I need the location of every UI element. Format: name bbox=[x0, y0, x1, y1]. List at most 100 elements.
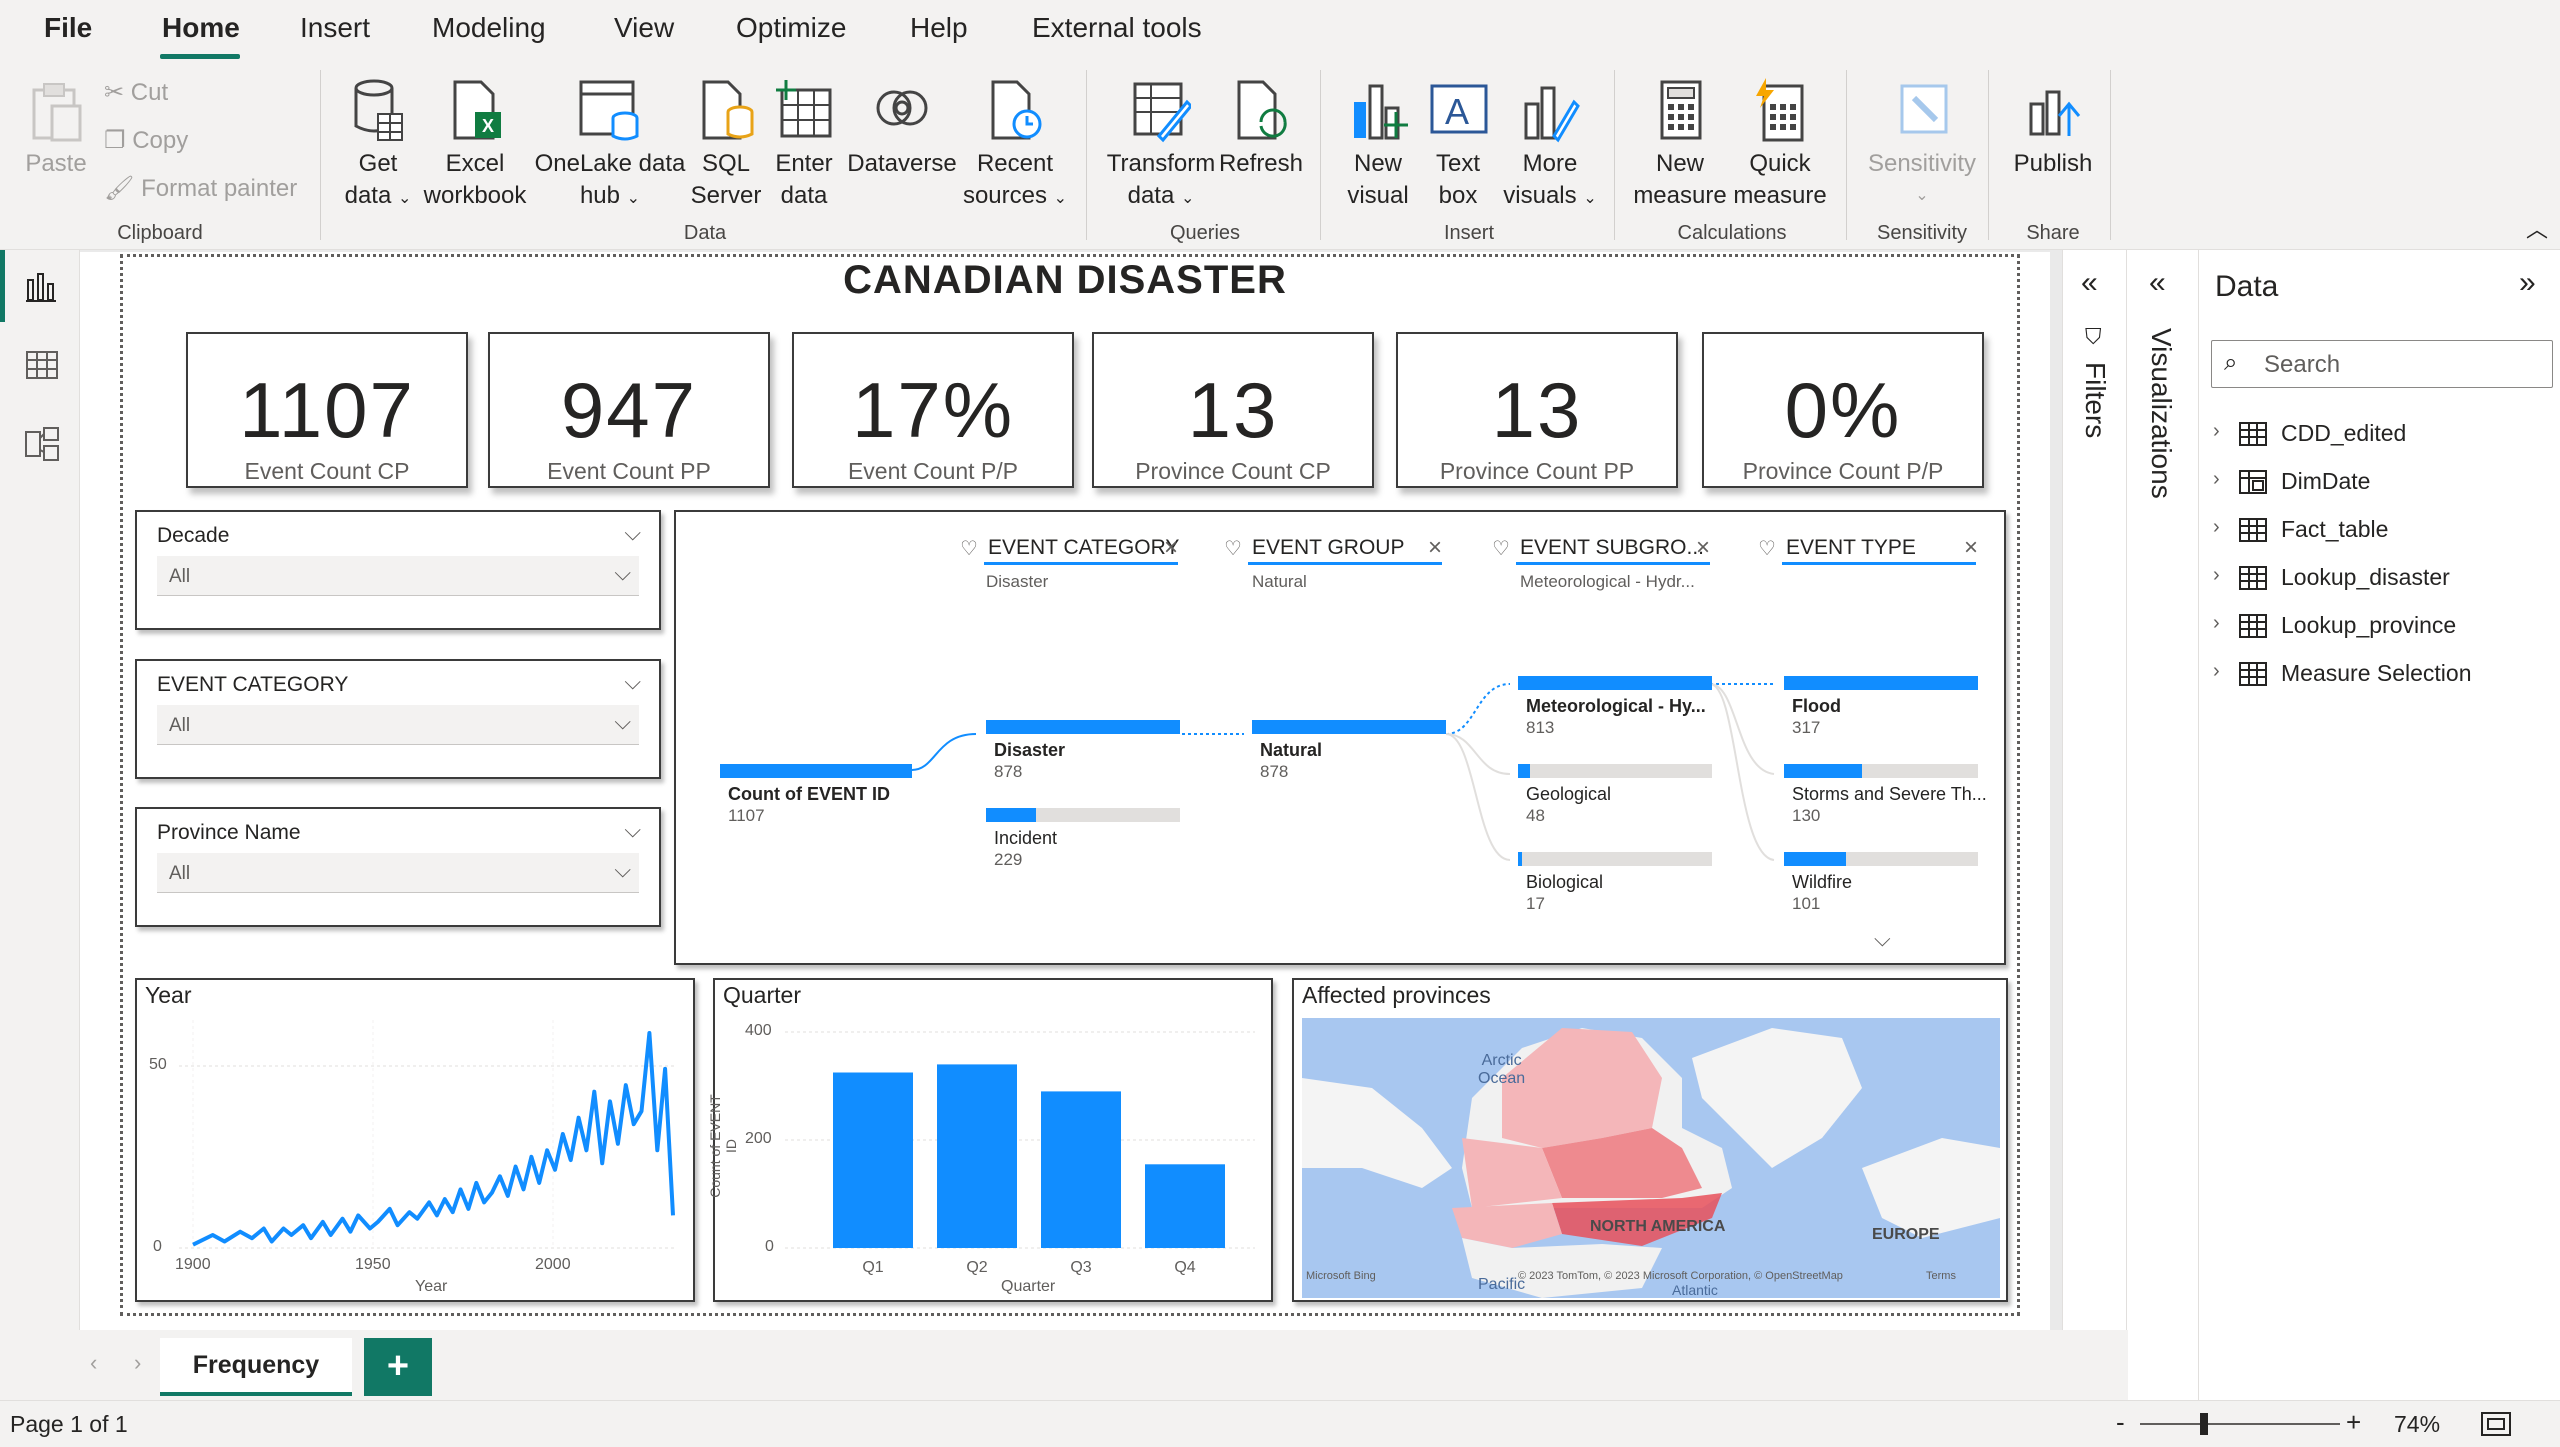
dataverse-icon bbox=[876, 90, 928, 126]
year-line-chart[interactable]: Year 50 0 1900 1950 2000 Year bbox=[135, 978, 695, 1302]
copy-button[interactable]: ❐ Copy bbox=[104, 126, 188, 155]
menu-file[interactable]: File bbox=[44, 12, 93, 43]
lightbulb-icon[interactable]: ♡ bbox=[960, 538, 978, 560]
menu-tab-help[interactable]: Help bbox=[910, 12, 968, 43]
more-visuals-button[interactable]: More visuals ⌄ bbox=[1500, 78, 1600, 215]
enter-data-button[interactable]: Enter data bbox=[766, 78, 842, 212]
sensitivity-button[interactable]: Sensitivity ⌄ bbox=[1862, 78, 1982, 212]
kpi-card[interactable]: 13 Province Count CP bbox=[1092, 332, 1374, 488]
collapse-data-pane-icon[interactable]: » bbox=[2519, 266, 2536, 299]
close-icon[interactable]: × bbox=[1964, 534, 1979, 561]
recent-sources-button[interactable]: Recent sources ⌄ bbox=[962, 78, 1068, 215]
table-name: Fact_table bbox=[2281, 516, 2389, 542]
menu-tab-modeling[interactable]: Modeling bbox=[432, 12, 546, 43]
new-visual-button[interactable]: New visual bbox=[1340, 78, 1416, 212]
menu-tab-external-tools[interactable]: External tools bbox=[1032, 12, 1202, 43]
province-name-dropdown[interactable]: All ⌵ bbox=[157, 853, 639, 893]
tree-bar[interactable] bbox=[1784, 852, 1846, 866]
lightbulb-icon[interactable]: ♡ bbox=[1492, 538, 1510, 560]
filters-label[interactable]: Filters bbox=[2080, 362, 2111, 439]
kpi-card[interactable]: 1107 Event Count CP bbox=[186, 332, 468, 488]
model-view-icon[interactable] bbox=[24, 426, 60, 462]
kpi-card[interactable]: 0% Province Count P/P bbox=[1702, 332, 1984, 488]
fit-to-page-icon[interactable] bbox=[2480, 1411, 2512, 1437]
level-header[interactable]: EVENT SUBGRO... bbox=[1520, 536, 1704, 559]
tree-bar[interactable] bbox=[986, 808, 1036, 822]
kpi-card[interactable]: 17% Event Count P/P bbox=[792, 332, 1074, 488]
refresh-button[interactable]: Refresh bbox=[1216, 78, 1306, 180]
quick-measure-button[interactable]: Quick measure bbox=[1730, 78, 1830, 212]
expand-visualizations-icon[interactable]: « bbox=[2149, 266, 2166, 299]
kpi-card[interactable]: 13 Province Count PP bbox=[1396, 332, 1678, 488]
tree-bar[interactable] bbox=[1518, 676, 1712, 690]
tree-bar[interactable] bbox=[1784, 764, 1862, 778]
text-box-button[interactable]: A Text box bbox=[1420, 78, 1496, 212]
zoom-out-button[interactable]: - bbox=[2116, 1407, 2125, 1437]
chevron-right-icon[interactable]: › bbox=[2213, 612, 2220, 634]
lightbulb-icon[interactable]: ♡ bbox=[1758, 538, 1776, 560]
menu-tab-optimize[interactable]: Optimize bbox=[736, 12, 847, 43]
menu-tab-view[interactable]: View bbox=[614, 12, 675, 43]
level-header[interactable]: EVENT CATEGORY bbox=[988, 536, 1180, 559]
zoom-slider-track[interactable] bbox=[2140, 1423, 2340, 1425]
page-tab-frequency[interactable]: Frequency bbox=[160, 1338, 352, 1396]
scroll-down-chevron-icon[interactable]: ⌵ bbox=[1874, 926, 1891, 951]
close-icon[interactable]: × bbox=[1164, 534, 1179, 561]
zoom-in-button[interactable]: + bbox=[2346, 1407, 2362, 1437]
tree-bar[interactable] bbox=[1518, 764, 1530, 778]
chevron-right-icon[interactable]: › bbox=[2213, 468, 2220, 490]
dataverse-button[interactable]: Dataverse bbox=[846, 78, 958, 180]
table-view-icon[interactable] bbox=[26, 350, 58, 380]
next-page-icon[interactable]: › bbox=[134, 1350, 142, 1375]
affected-provinces-map[interactable]: Affected provinces Arctic Ocean NORTH AME… bbox=[1292, 978, 2008, 1302]
zoom-level[interactable]: 74% bbox=[2394, 1411, 2441, 1437]
tree-bar[interactable] bbox=[1784, 676, 1978, 690]
map-canvas[interactable] bbox=[1302, 1018, 2000, 1298]
report-view-icon[interactable] bbox=[26, 272, 56, 302]
tree-bar[interactable] bbox=[1252, 720, 1446, 734]
add-page-button[interactable]: + bbox=[364, 1338, 432, 1396]
tree-bar[interactable] bbox=[1518, 852, 1522, 866]
chevron-down-icon[interactable]: ⌵ bbox=[624, 520, 641, 545]
chevron-right-icon[interactable]: › bbox=[2213, 420, 2220, 442]
quarter-bar-chart[interactable]: Quarter Q1 Q2 Q3 Q4 400 200 0 Count of EVEN… bbox=[707, 978, 1273, 1302]
ribbon-separator bbox=[320, 70, 321, 240]
close-icon[interactable]: × bbox=[1696, 534, 1711, 561]
get-data-button[interactable]: Get data ⌄ bbox=[340, 78, 416, 215]
decade-dropdown[interactable]: All ⌵ bbox=[157, 556, 639, 596]
chevron-right-icon[interactable]: › bbox=[2213, 564, 2220, 586]
data-pane-title: Data bbox=[2215, 270, 2279, 303]
expand-filters-icon[interactable]: « bbox=[2081, 266, 2098, 299]
data-search-box[interactable]: ⌕ Search bbox=[2211, 340, 2553, 388]
zoom-slider-thumb[interactable] bbox=[2200, 1413, 2208, 1435]
sql-server-button[interactable]: SQL Server bbox=[690, 78, 762, 212]
tree-bar[interactable] bbox=[986, 720, 1180, 734]
menu-tab-home[interactable]: Home bbox=[162, 12, 240, 43]
cut-button[interactable]: ✂ Cut bbox=[104, 78, 168, 107]
format-painter-button[interactable]: 🖌 Format painter bbox=[104, 174, 297, 203]
paste-button[interactable]: Paste bbox=[20, 80, 92, 180]
new-measure-button[interactable]: New measure bbox=[1628, 78, 1732, 212]
collapse-ribbon-icon[interactable]: ︿ bbox=[2526, 217, 2549, 242]
onelake-hub-button[interactable]: OneLake data hub ⌄ bbox=[532, 78, 688, 215]
publish-button[interactable]: Publish bbox=[2006, 78, 2100, 180]
chevron-down-icon[interactable]: ⌵ bbox=[624, 669, 641, 694]
dataverse-label: Dataverse bbox=[847, 150, 957, 177]
excel-workbook-button[interactable]: X Excel workbook bbox=[420, 78, 530, 212]
chevron-right-icon[interactable]: › bbox=[2213, 660, 2220, 682]
event-category-dropdown[interactable]: All ⌵ bbox=[157, 705, 639, 745]
menu-tab-insert[interactable]: Insert bbox=[300, 12, 371, 43]
decomposition-tree[interactable]: ♡ EVENT CATEGORY × Disaster ♡ EVENT GROU… bbox=[674, 510, 2006, 965]
level-header[interactable]: EVENT GROUP bbox=[1252, 536, 1405, 559]
tree-bar[interactable] bbox=[720, 764, 912, 778]
kpi-card[interactable]: 947 Event Count PP bbox=[488, 332, 770, 488]
visualizations-label[interactable]: Visualizations bbox=[2146, 328, 2177, 499]
chevron-right-icon[interactable]: › bbox=[2213, 516, 2220, 538]
close-icon[interactable]: × bbox=[1428, 534, 1443, 561]
lightbulb-icon[interactable]: ♡ bbox=[1224, 538, 1242, 560]
prev-page-icon[interactable]: ‹ bbox=[90, 1350, 98, 1375]
level-header[interactable]: EVENT TYPE bbox=[1786, 536, 1916, 559]
chevron-down-icon[interactable]: ⌵ bbox=[624, 817, 641, 842]
map-terms-link[interactable]: Terms bbox=[1926, 1270, 1956, 1282]
transform-data-button[interactable]: Transform data ⌄ bbox=[1104, 78, 1218, 215]
